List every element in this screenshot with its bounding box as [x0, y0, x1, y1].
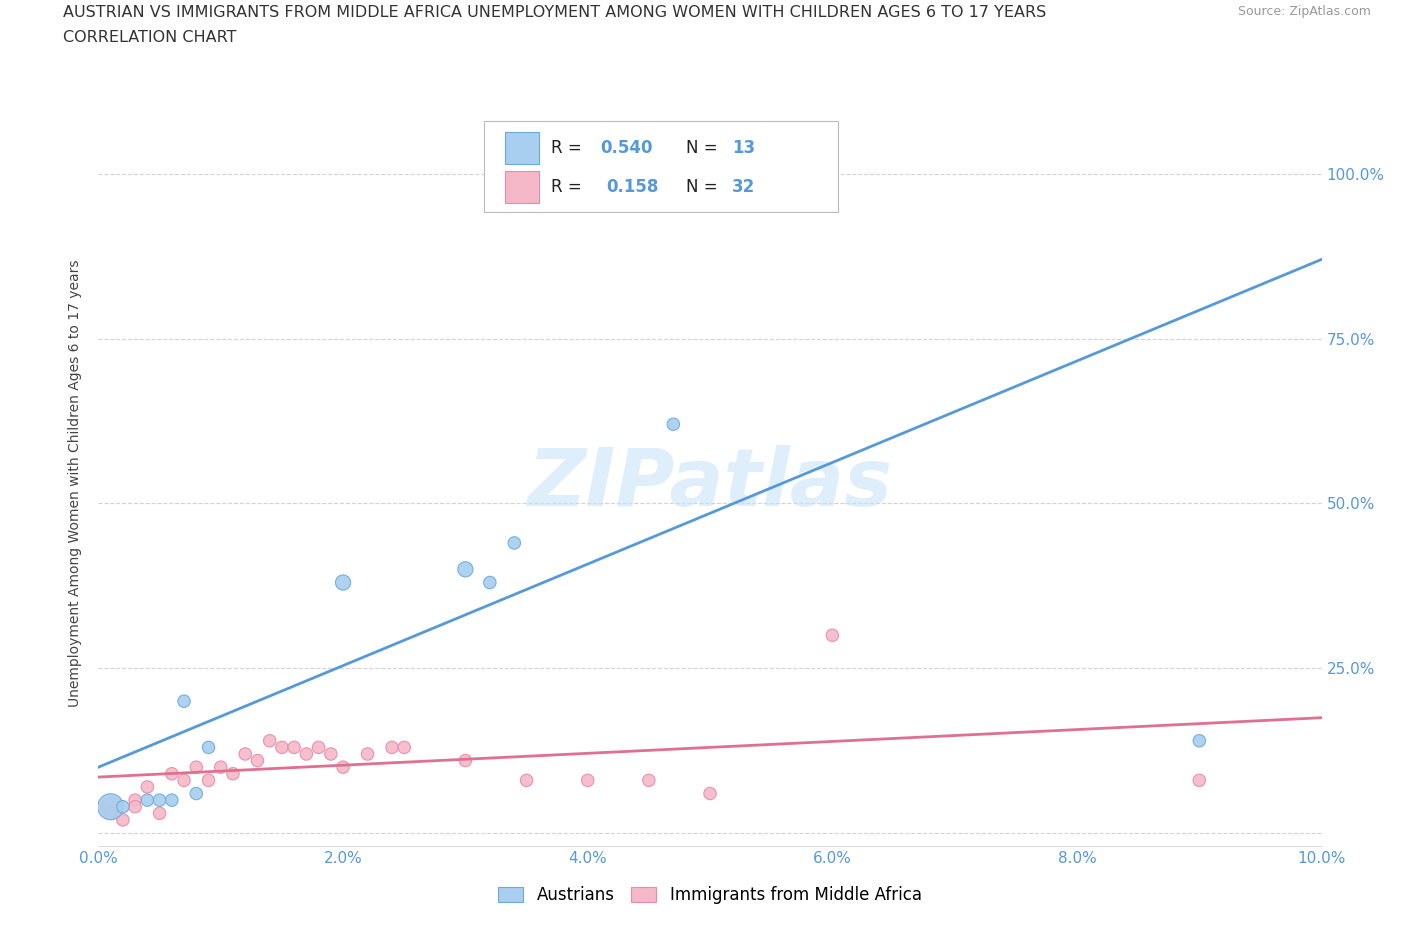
Point: [197, 773, 219, 788]
Point: [100, 806, 122, 821]
Point: [259, 734, 281, 749]
Point: [454, 753, 477, 768]
Point: [699, 786, 721, 801]
Point: [1188, 773, 1211, 788]
Point: [454, 562, 477, 577]
Point: [149, 806, 172, 821]
Point: [637, 773, 661, 788]
Point: [197, 740, 219, 755]
Text: 0.540: 0.540: [600, 139, 652, 157]
Point: [576, 773, 599, 788]
Point: [392, 740, 416, 755]
Text: R =: R =: [551, 178, 592, 196]
Point: [160, 766, 183, 781]
Point: [124, 792, 146, 807]
Point: [503, 536, 526, 551]
Point: [136, 779, 159, 794]
Point: [173, 773, 195, 788]
Text: N =: N =: [686, 178, 723, 196]
Bar: [505, 171, 538, 203]
Text: R =: R =: [551, 139, 588, 157]
Text: AUSTRIAN VS IMMIGRANTS FROM MIDDLE AFRICA UNEMPLOYMENT AMONG WOMEN WITH CHILDREN: AUSTRIAN VS IMMIGRANTS FROM MIDDLE AFRIC…: [63, 5, 1046, 20]
Point: [124, 799, 146, 814]
Text: N =: N =: [686, 139, 723, 157]
Point: [332, 575, 354, 590]
Point: [821, 628, 844, 643]
Text: ZIPatlas: ZIPatlas: [527, 445, 893, 523]
Point: [478, 575, 501, 590]
Text: Source: ZipAtlas.com: Source: ZipAtlas.com: [1237, 5, 1371, 18]
Legend: Austrians, Immigrants from Middle Africa: Austrians, Immigrants from Middle Africa: [492, 879, 928, 910]
Y-axis label: Unemployment Among Women with Children Ages 6 to 17 years: Unemployment Among Women with Children A…: [69, 259, 83, 708]
Point: [186, 760, 208, 775]
Text: 13: 13: [733, 139, 755, 157]
Text: 32: 32: [733, 178, 755, 196]
Point: [233, 747, 256, 762]
Text: 0.158: 0.158: [606, 178, 658, 196]
Point: [1188, 734, 1211, 749]
Text: CORRELATION CHART: CORRELATION CHART: [63, 30, 236, 45]
Point: [186, 786, 208, 801]
Point: [222, 766, 245, 781]
Point: [356, 747, 378, 762]
Point: [209, 760, 232, 775]
Point: [111, 799, 134, 814]
Point: [160, 792, 183, 807]
Point: [100, 799, 122, 814]
Point: [381, 740, 404, 755]
Point: [111, 813, 134, 828]
Point: [516, 773, 538, 788]
Point: [100, 799, 122, 814]
Point: [246, 753, 269, 768]
Point: [149, 792, 172, 807]
Point: [308, 740, 330, 755]
Point: [319, 747, 342, 762]
FancyBboxPatch shape: [484, 121, 838, 211]
Bar: [505, 132, 538, 164]
Point: [136, 792, 159, 807]
Point: [332, 760, 354, 775]
Point: [173, 694, 195, 709]
Point: [295, 747, 318, 762]
Point: [662, 417, 685, 432]
Point: [662, 186, 685, 201]
Point: [283, 740, 305, 755]
Point: [270, 740, 292, 755]
